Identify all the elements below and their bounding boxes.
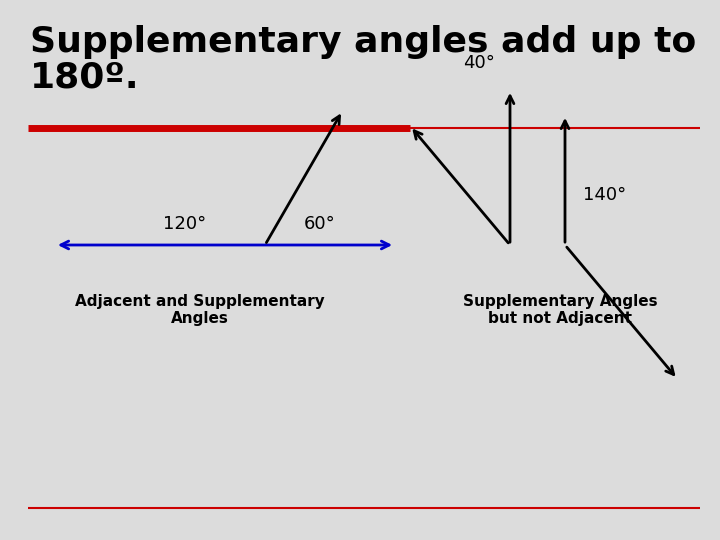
Text: 60°: 60° — [304, 215, 336, 233]
Text: Supplementary angles add up to: Supplementary angles add up to — [30, 25, 696, 59]
Text: 120°: 120° — [163, 215, 207, 233]
Text: Adjacent and Supplementary
Angles: Adjacent and Supplementary Angles — [75, 294, 325, 326]
Text: 140°: 140° — [583, 186, 626, 204]
Text: 40°: 40° — [463, 54, 495, 72]
Text: 180º.: 180º. — [30, 60, 140, 94]
Text: Supplementary Angles
but not Adjacent: Supplementary Angles but not Adjacent — [463, 294, 657, 326]
